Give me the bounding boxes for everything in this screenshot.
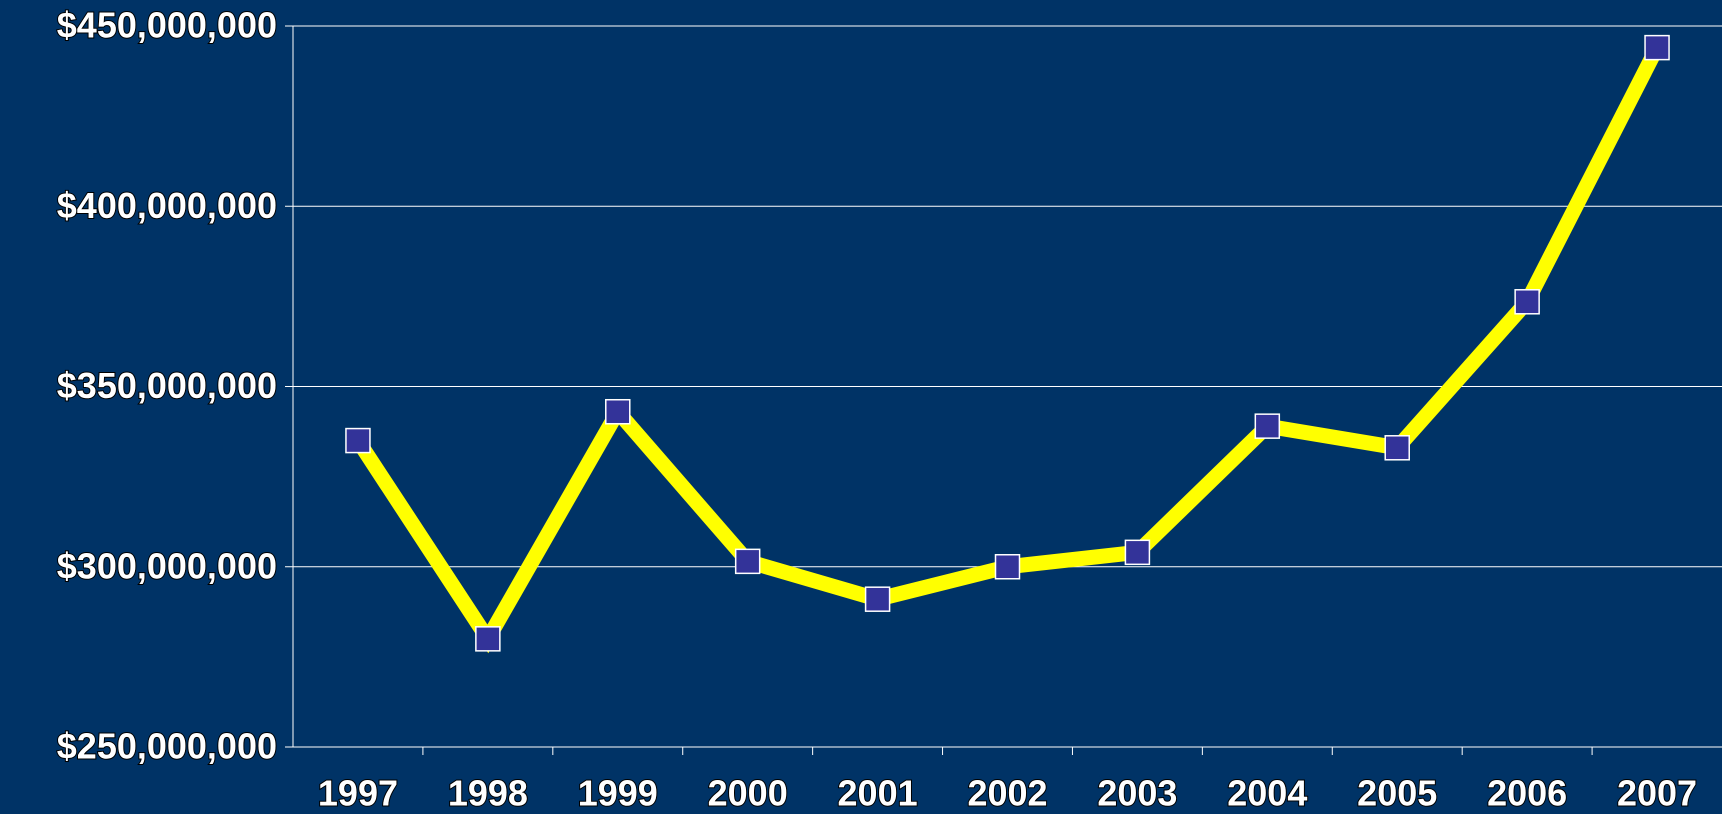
marker (1254, 413, 1281, 439)
x-tick-label: 2007 (1617, 773, 1697, 814)
x-tick-label: 1997 (318, 773, 398, 814)
x-tick-label: 2003 (1097, 773, 1177, 814)
x-tick-label: 2005 (1357, 773, 1437, 814)
y-tick-label: $350,000,000 (57, 365, 277, 406)
x-tick-label: 2000 (708, 773, 788, 814)
marker (1514, 289, 1540, 315)
marker (345, 427, 371, 454)
y-tick-label: $300,000,000 (57, 545, 277, 586)
marker (734, 548, 761, 575)
marker (1124, 539, 1151, 566)
x-tick-label: 2006 (1487, 773, 1567, 814)
x-tick-label: 2002 (967, 773, 1047, 814)
marker (1644, 34, 1670, 61)
y-tick-label: $250,000,000 (57, 726, 277, 767)
marker (994, 554, 1021, 580)
marker (864, 586, 891, 612)
x-tick-label: 1999 (578, 773, 658, 814)
x-tick-label: 1998 (448, 773, 528, 814)
y-tick-label: $400,000,000 (57, 185, 277, 226)
x-tick-label: 2001 (838, 773, 918, 814)
marker (475, 626, 501, 652)
x-tick-label: 2004 (1227, 773, 1307, 814)
marker (1384, 435, 1410, 461)
marker (605, 398, 631, 425)
y-tick-label: $450,000,000 (57, 5, 277, 46)
